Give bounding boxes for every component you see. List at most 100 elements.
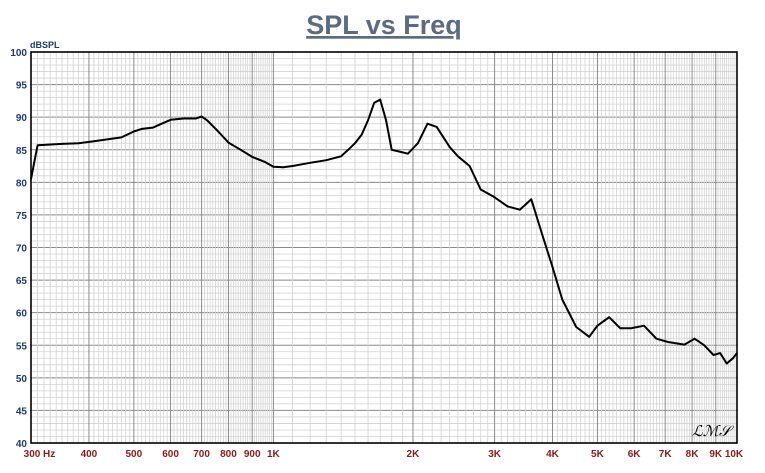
spl-data-point: [385, 119, 387, 122]
x-tick-label: 7K: [659, 449, 673, 460]
plot-frame: [30, 51, 738, 444]
spl-data-point: [683, 343, 686, 346]
spl-data-point: [282, 166, 285, 169]
spl-data-point: [401, 151, 404, 154]
spl-data-point: [251, 156, 253, 158]
x-tick-label: 10K: [725, 449, 744, 460]
spl-data-point: [107, 138, 109, 141]
spl-data-point: [551, 266, 554, 268]
spl-data-point: [518, 208, 521, 211]
spl-data-point: [182, 117, 185, 120]
spl-data-point: [264, 161, 266, 163]
x-tick-label: 2K: [407, 449, 421, 460]
spl-data-point: [596, 324, 599, 327]
spl-data-point: [325, 159, 328, 161]
spl-data-point: [561, 298, 564, 301]
spl-data-point: [309, 161, 311, 164]
x-tick-label: 1K: [267, 449, 281, 460]
spl-data-point: [693, 337, 696, 340]
spl-data-point: [736, 352, 738, 354]
spl-data-point: [390, 148, 393, 151]
y-tick-label: 95: [16, 81, 28, 92]
spl-data-point: [159, 123, 162, 126]
y-axis-label: dBSPL: [30, 40, 60, 50]
spl-data-point: [93, 140, 95, 143]
spl-data-point: [541, 233, 543, 236]
spl-data-point: [227, 141, 230, 144]
lms-watermark: ℒℳ𝒮: [692, 422, 735, 440]
spl-data-point: [77, 142, 80, 145]
x-tick-label: 4K: [546, 449, 560, 460]
spl-data-point: [667, 341, 669, 343]
spl-data-point: [493, 196, 496, 199]
spl-data-point: [435, 126, 438, 128]
x-tick-label: 5K: [591, 449, 605, 460]
y-tick-label: 55: [16, 341, 28, 352]
spl-data-point: [468, 165, 471, 167]
spl-data-point: [457, 155, 459, 158]
spl-data-point: [367, 119, 369, 122]
spl-data-point: [629, 327, 632, 330]
x-tick-label: 700: [193, 449, 210, 460]
y-tick-label: 45: [16, 406, 28, 417]
spl-data-point: [340, 155, 342, 158]
spl-data-point: [619, 327, 622, 330]
spl-data-point: [61, 143, 63, 145]
spl-data-point: [169, 118, 172, 121]
spl-data-point: [655, 337, 658, 340]
spl-data-point: [120, 136, 123, 139]
spl-data-point: [140, 128, 143, 130]
spl-data-point: [608, 316, 610, 319]
spl-data-point: [194, 117, 197, 120]
spl-data-point: [575, 326, 578, 328]
spl-data-point: [479, 188, 482, 191]
spl-data-point: [725, 362, 728, 365]
spl-data-point: [426, 122, 429, 125]
spl-data-point: [206, 119, 209, 122]
x-tick-labels: 300 400 500 600 700 800 900 1K 2K 3K 4K 5K 6K 7K 8K 9K 1…: [24, 449, 744, 460]
y-tick-label: 50: [16, 374, 28, 385]
spl-data-point: [217, 130, 219, 133]
spl-data-point: [200, 115, 203, 118]
spl-data-point: [373, 102, 376, 104]
spl-data-point: [36, 144, 39, 146]
y-tick-labels: 40 45 50 55 60 65 70 75 80 85 90 95 100: [10, 48, 27, 450]
spl-data-point: [643, 324, 645, 327]
y-tick-label: 90: [16, 113, 28, 124]
spl-data-point: [407, 152, 409, 155]
chart-title: SPL vs Freq: [306, 10, 462, 40]
spl-data-point: [133, 130, 135, 133]
y-tick-label: 75: [16, 211, 28, 222]
x-tick-label: 500: [126, 449, 143, 460]
x-tick-label: 6K: [628, 449, 642, 460]
y-tick-label: 80: [16, 178, 28, 189]
x-tick-label: 400: [81, 449, 98, 460]
x-tick-label: 3K: [488, 449, 502, 460]
grid-lines: [30, 51, 738, 444]
spl-data-point: [703, 344, 706, 347]
spl-data-point: [239, 148, 242, 151]
spl-data-point: [347, 148, 350, 151]
x-tick-label: 600: [162, 449, 179, 460]
y-tick-label: 65: [16, 276, 28, 287]
spl-data-point: [30, 178, 32, 180]
spl-curve-line: [30, 98, 738, 365]
y-tick-label: 70: [16, 244, 28, 255]
series-group: [30, 98, 738, 365]
x-tick-label: 9K: [709, 449, 723, 460]
y-tick-label: 40: [16, 439, 28, 450]
spl-data-point: [719, 352, 722, 354]
spl-data-point: [506, 205, 509, 208]
y-tick-label: 100: [10, 48, 27, 59]
x-tick-label: 8K: [686, 449, 700, 460]
x-tick-label: 300: [24, 449, 41, 460]
x-tick-label: 800: [220, 449, 237, 460]
spl-data-point: [530, 198, 533, 201]
spl-data-point: [360, 133, 363, 136]
spl-data-point: [272, 165, 275, 168]
spl-data-point: [448, 146, 451, 148]
spl-data-point: [354, 142, 356, 145]
y-tick-label: 85: [16, 146, 28, 157]
spl-data-point: [152, 126, 154, 129]
